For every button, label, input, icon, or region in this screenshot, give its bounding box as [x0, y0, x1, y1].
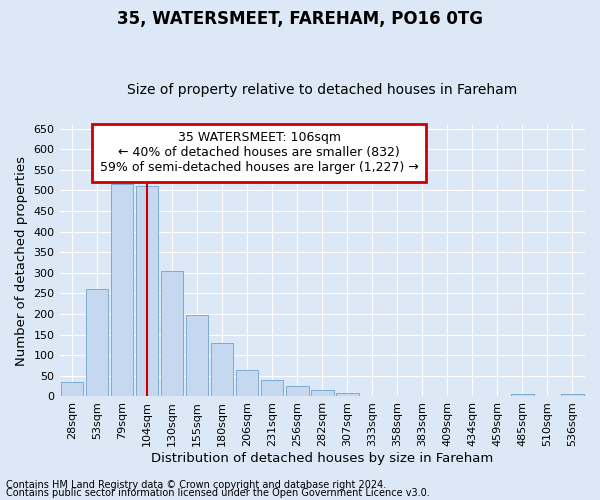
Y-axis label: Number of detached properties: Number of detached properties	[15, 156, 28, 366]
Bar	[561, 394, 584, 396]
X-axis label: Distribution of detached houses by size in Fareham: Distribution of detached houses by size …	[151, 452, 493, 465]
Bar	[511, 394, 534, 396]
Bar	[311, 390, 334, 396]
Text: 35, WATERSMEET, FAREHAM, PO16 0TG: 35, WATERSMEET, FAREHAM, PO16 0TG	[117, 10, 483, 28]
Bar	[211, 343, 233, 396]
Text: 35 WATERSMEET: 106sqm
← 40% of detached houses are smaller (832)
59% of semi-det: 35 WATERSMEET: 106sqm ← 40% of detached …	[100, 132, 419, 174]
Bar	[186, 316, 208, 396]
Bar	[261, 380, 283, 396]
Bar	[136, 186, 158, 396]
Bar	[161, 271, 184, 396]
Bar	[236, 370, 259, 396]
Bar	[86, 288, 109, 397]
Bar	[61, 382, 83, 396]
Title: Size of property relative to detached houses in Fareham: Size of property relative to detached ho…	[127, 83, 517, 97]
Text: Contains HM Land Registry data © Crown copyright and database right 2024.: Contains HM Land Registry data © Crown c…	[6, 480, 386, 490]
Bar	[286, 386, 308, 396]
Bar	[336, 393, 359, 396]
Bar	[111, 184, 133, 396]
Text: Contains public sector information licensed under the Open Government Licence v3: Contains public sector information licen…	[6, 488, 430, 498]
